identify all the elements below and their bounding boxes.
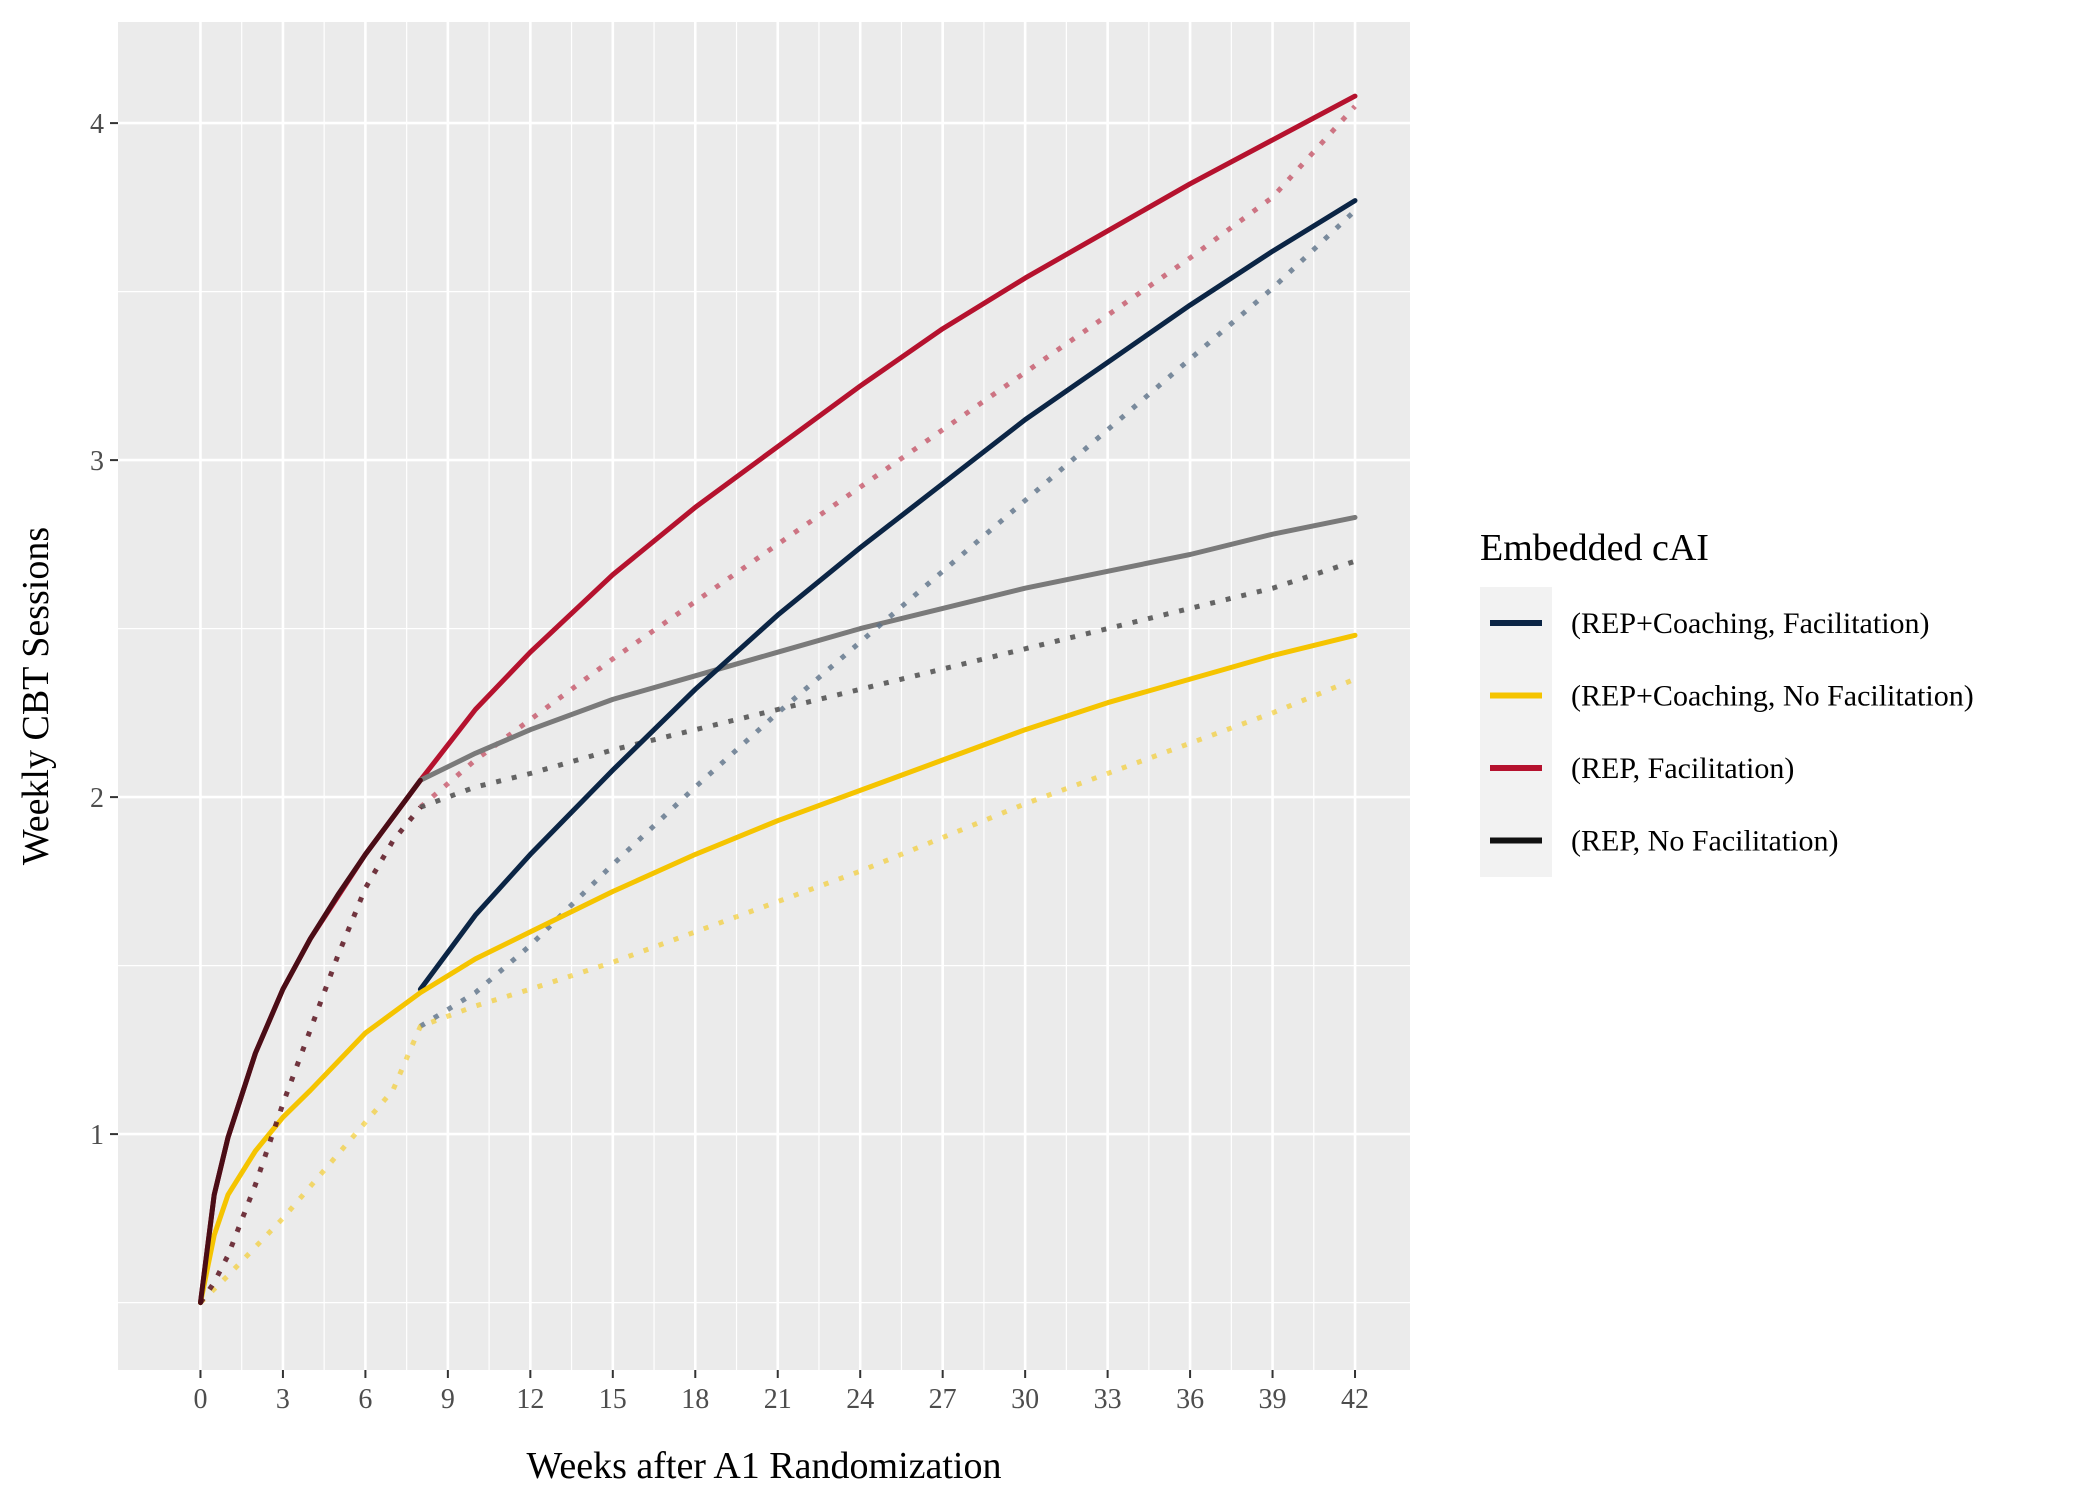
x-tick-label: 6: [358, 1384, 372, 1415]
y-tick-label: 4: [90, 109, 104, 140]
series-line-6: [198, 632, 1358, 1306]
legend-key-background: [1480, 587, 1552, 877]
series-line-4: [417, 198, 1358, 992]
series-line-3: [419, 558, 1356, 810]
y-axis-title: Weekly CBT Sessions: [15, 527, 57, 865]
x-tick-label: 0: [193, 1384, 207, 1415]
x-tick-label: 42: [1341, 1384, 1369, 1415]
x-axis-title: Weeks after A1 Randomization: [527, 1445, 1002, 1487]
y-tick-label: 3: [90, 446, 104, 477]
x-tick-label: 27: [929, 1384, 957, 1415]
series-line-2: [417, 514, 1358, 783]
x-tick-label: 9: [441, 1384, 455, 1415]
y-tick-label: 2: [90, 783, 104, 814]
x-tick-label: 15: [599, 1384, 627, 1415]
x-tick-label: 36: [1176, 1384, 1204, 1415]
grid-major: [118, 22, 1410, 1370]
x-tick-label: 39: [1259, 1384, 1287, 1415]
series-line-1: [418, 104, 1357, 810]
legend-label-3: (REP, No Facilitation): [1571, 825, 1838, 858]
legend-title: Embedded cAI: [1480, 527, 1709, 569]
x-tick-label: 30: [1011, 1384, 1039, 1415]
x-tick-label: 3: [276, 1384, 290, 1415]
legend-label-0: (REP+Coaching, Facilitation): [1571, 607, 1930, 640]
y-axis: 1 2 3 4: [90, 109, 118, 1151]
x-axis: 0 3 6 9 12 15 18 21 24 27 30 33 36 39 42: [193, 1370, 1369, 1415]
legend-label-2: (REP, Facilitation): [1571, 752, 1794, 785]
series-layer: [198, 93, 1358, 1306]
x-tick-label: 33: [1094, 1384, 1122, 1415]
x-tick-label: 12: [516, 1384, 544, 1415]
legend-entries: (REP+Coaching, Facilitation) (REP+Coachin…: [1490, 607, 1974, 858]
plot-panel: [118, 22, 1410, 1370]
x-tick-label: 18: [681, 1384, 709, 1415]
y-tick-label: 1: [90, 1120, 104, 1151]
series-line-9: [198, 777, 423, 1306]
x-tick-label: 21: [764, 1384, 792, 1415]
legend: Embedded cAI (REP+Coaching, Facilitation…: [1480, 527, 1974, 877]
legend-label-1: (REP+Coaching, No Facilitation): [1571, 680, 1974, 713]
x-tick-label: 24: [846, 1384, 874, 1415]
